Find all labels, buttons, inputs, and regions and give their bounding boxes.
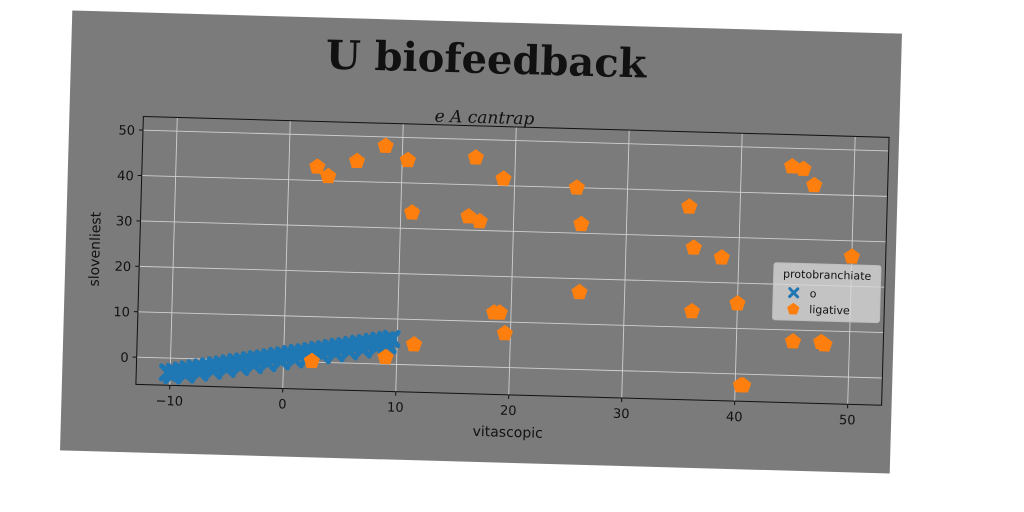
- data-point-ligative: [573, 215, 590, 232]
- legend-item-ligative: ligative: [783, 301, 850, 317]
- legend-label-o: o: [809, 286, 817, 300]
- data-point-ligative: [681, 198, 698, 214]
- data-point-o: [244, 355, 264, 375]
- data-point-ligative: [495, 170, 512, 186]
- legend: protobranchiate o ligative: [771, 262, 882, 324]
- data-point-o: [340, 342, 359, 361]
- data-point-ligative: [303, 352, 320, 369]
- data-point-o: [258, 353, 277, 373]
- data-point-o: [378, 335, 398, 355]
- data-point-ligative: [471, 212, 488, 229]
- series-o: [158, 329, 401, 385]
- data-point-ligative: [568, 179, 585, 195]
- x-grid-line: [282, 120, 291, 389]
- x-axis-label: vitascopic: [472, 424, 543, 442]
- data-point-ligative: [404, 204, 421, 220]
- data-point-ligative: [491, 304, 508, 320]
- x-tick-label: 40: [726, 410, 743, 425]
- data-point-o: [326, 344, 345, 363]
- data-point-ligative: [377, 137, 394, 154]
- data-point-o: [285, 350, 305, 369]
- x-grid-line: [621, 130, 630, 399]
- data-point-o: [272, 352, 291, 371]
- data-point-ligative: [735, 376, 752, 393]
- y-grid-line: [141, 175, 888, 197]
- data-point-ligative: [729, 294, 746, 311]
- data-point-ligative: [405, 335, 423, 352]
- data-point-o: [190, 363, 209, 382]
- data-point-ligative: [806, 176, 823, 193]
- data-point-ligative: [399, 151, 417, 168]
- data-point-ligative: [348, 152, 366, 169]
- x-grid-line: [734, 133, 743, 402]
- legend-title: protobranchiate: [782, 267, 872, 283]
- y-tick-label: 50: [118, 123, 135, 138]
- legend-label-ligative: ligative: [809, 302, 850, 317]
- scatter-plot: −10 0 10 20 30 40 50 0 10 20 30 40 50 vitascopic slo…: [87, 116, 890, 442]
- y-grid-line: [139, 265, 885, 288]
- y-tick-label: 30: [116, 214, 133, 229]
- y-grid-line: [142, 129, 889, 152]
- y-grid-line: [140, 220, 887, 243]
- grid-lines: [136, 117, 889, 405]
- y-tick-label: 10: [113, 305, 130, 320]
- pentagon-marker-icon: [787, 302, 800, 315]
- data-point-o: [203, 361, 223, 380]
- series-ligative: [303, 137, 861, 393]
- x-grid-line: [508, 126, 517, 395]
- x-tick-label: 20: [500, 404, 517, 419]
- axis-ticks: −10 0 10 20 30 40 50 0 10 20 30 40 50: [113, 123, 856, 428]
- x-grid-line: [169, 117, 178, 386]
- data-point-ligative: [784, 157, 801, 174]
- data-point-ligative: [795, 160, 812, 177]
- chart-figure: U biofeedback e A cantrap −10 0 10 20 30 40 50…: [60, 10, 902, 474]
- data-point-o: [163, 366, 182, 385]
- y-tick-label: 40: [117, 169, 134, 184]
- data-point-o: [353, 340, 373, 359]
- data-point-ligative: [684, 302, 701, 319]
- y-axis-label: slovenliest: [87, 211, 105, 287]
- x-tick-label: 30: [613, 407, 630, 422]
- data-point-ligative: [496, 324, 513, 341]
- data-point-o: [231, 357, 250, 377]
- data-point-o: [176, 365, 196, 384]
- data-point-ligative: [685, 239, 702, 255]
- data-point-ligative: [467, 149, 484, 165]
- y-tick-label: 0: [120, 351, 129, 366]
- y-tick-label: 20: [114, 260, 131, 275]
- data-point-ligative: [843, 248, 861, 264]
- data-point-ligative: [309, 158, 326, 174]
- data-point-ligative: [713, 249, 730, 265]
- x-tick-label: 10: [387, 400, 404, 415]
- data-point-ligative: [320, 167, 337, 184]
- x-tick-label: −10: [155, 394, 183, 410]
- data-point-ligative: [377, 348, 394, 365]
- data-point-o: [217, 359, 236, 378]
- x-tick-label: 50: [839, 413, 856, 428]
- x-marker-icon: [788, 287, 800, 299]
- data-point-ligative: [571, 283, 588, 300]
- data-point-ligative: [816, 336, 833, 352]
- legend-item-o: o: [784, 285, 817, 300]
- x-tick-label: 0: [278, 397, 287, 412]
- data-series: [158, 137, 861, 393]
- data-point-ligative: [784, 332, 802, 349]
- y-grid-line: [137, 311, 884, 334]
